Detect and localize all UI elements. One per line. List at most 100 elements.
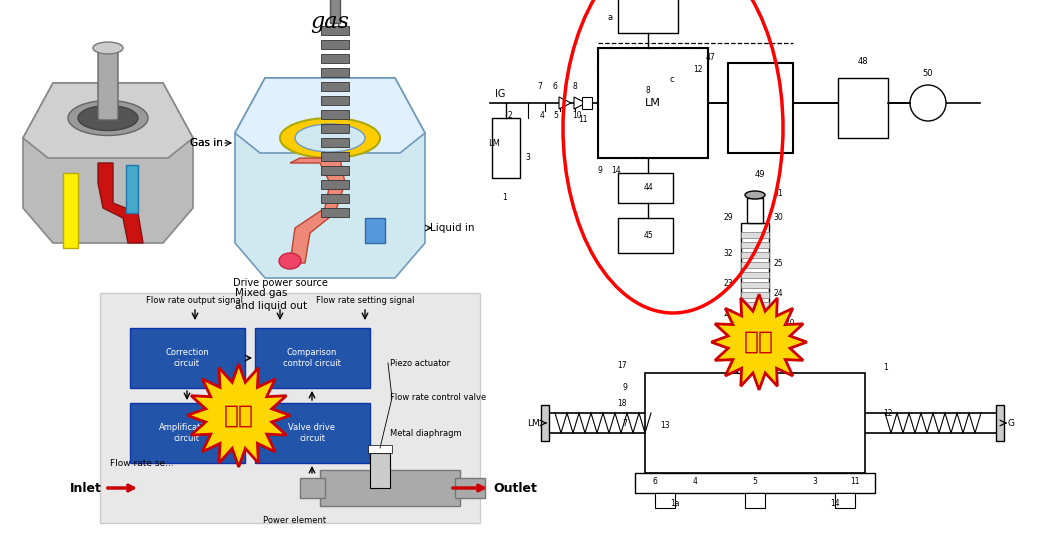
Text: 14: 14 [611,166,621,175]
Bar [455,478,485,498]
Text: c: c [670,75,674,85]
Bar [741,272,768,278]
Text: Flow rate se...: Flow rate se... [110,458,174,468]
Ellipse shape [279,253,300,269]
Polygon shape [187,364,290,467]
Text: 5: 5 [554,111,558,120]
Bar [321,96,349,105]
Text: Comparison
control circuit: Comparison control circuit [283,348,341,368]
Text: 29: 29 [723,213,733,223]
Text: 17: 17 [618,361,627,369]
Ellipse shape [93,42,122,54]
Bar [741,252,768,258]
Text: G: G [1007,419,1013,427]
Text: 7: 7 [622,419,627,427]
Text: Mixed gas: Mixed gas [235,288,287,298]
Text: 10: 10 [573,111,582,120]
Text: Drive power source: Drive power source [232,278,328,288]
Text: 47: 47 [706,54,716,62]
Bar [321,208,349,217]
Text: Liquid in: Liquid in [430,223,474,233]
Text: IG: IG [495,89,506,99]
Bar [321,68,349,77]
Text: 11: 11 [578,115,587,124]
Text: 48: 48 [857,57,868,66]
Text: 3: 3 [812,477,818,485]
Text: 12: 12 [693,66,703,74]
Bar [367,445,392,453]
Text: 12: 12 [883,408,892,418]
Text: and liquid out: and liquid out [235,301,307,311]
Polygon shape [711,294,807,390]
Text: 13: 13 [661,420,670,430]
Polygon shape [63,173,77,248]
Text: 4: 4 [692,477,697,485]
Text: gas: gas [310,11,349,33]
Text: 18: 18 [618,399,627,407]
Ellipse shape [745,191,765,199]
Text: Flow rate control valve: Flow rate control valve [389,394,486,402]
Text: 5: 5 [753,477,757,485]
Text: 45: 45 [643,231,653,241]
FancyBboxPatch shape [98,46,118,120]
Text: 4: 4 [539,111,544,120]
Text: 31: 31 [773,188,782,198]
Text: 1: 1 [883,363,888,372]
Bar [321,54,349,63]
Bar [321,26,349,35]
Text: 14: 14 [830,498,840,508]
Bar [741,232,768,238]
Polygon shape [235,78,425,153]
Text: Metal diaphragm: Metal diaphragm [389,428,462,438]
Text: Gas in: Gas in [190,138,223,148]
Polygon shape [235,78,425,278]
Text: Power element: Power element [264,516,327,525]
Polygon shape [290,158,346,263]
Text: Amplification
circuit: Amplification circuit [159,424,215,443]
Text: LM: LM [528,419,540,427]
Text: Correction
circuit: Correction circuit [165,348,208,368]
Bar [321,166,349,175]
Bar [300,478,325,498]
Bar [728,63,793,153]
Text: Outlet: Outlet [493,482,537,495]
Ellipse shape [68,100,148,136]
Polygon shape [98,163,143,243]
Text: 8: 8 [646,86,650,95]
Text: 49: 49 [755,170,765,179]
Bar [836,493,855,508]
Bar [330,0,340,23]
Text: 44: 44 [643,184,653,193]
Bar [634,473,875,493]
Text: Flow rate output signal: Flow rate output signal [147,296,244,305]
Polygon shape [559,97,571,109]
Text: 1a: 1a [670,498,680,508]
Bar [741,332,768,338]
Text: 22 20: 22 20 [773,319,795,327]
Bar [321,82,349,91]
Text: 24: 24 [773,288,782,298]
Bar [741,342,768,348]
Bar [321,138,349,147]
Bar [255,328,370,388]
Text: 32: 32 [723,249,733,257]
Polygon shape [574,97,586,109]
Bar [745,493,765,508]
Bar [741,262,768,268]
Bar [747,198,763,223]
Bar [370,453,389,488]
Bar [598,48,708,158]
Bar [737,353,773,373]
Text: 9: 9 [622,383,627,393]
Text: 23: 23 [723,279,733,287]
Bar [130,403,245,463]
Text: 30: 30 [773,213,783,223]
Text: 1: 1 [503,193,508,202]
Text: Piezo actuator: Piezo actuator [389,358,450,368]
Bar [838,78,888,138]
Polygon shape [23,83,193,158]
Text: 26: 26 [723,308,733,318]
Bar [741,242,768,248]
Text: Inlet: Inlet [70,482,102,495]
Bar [321,124,349,133]
